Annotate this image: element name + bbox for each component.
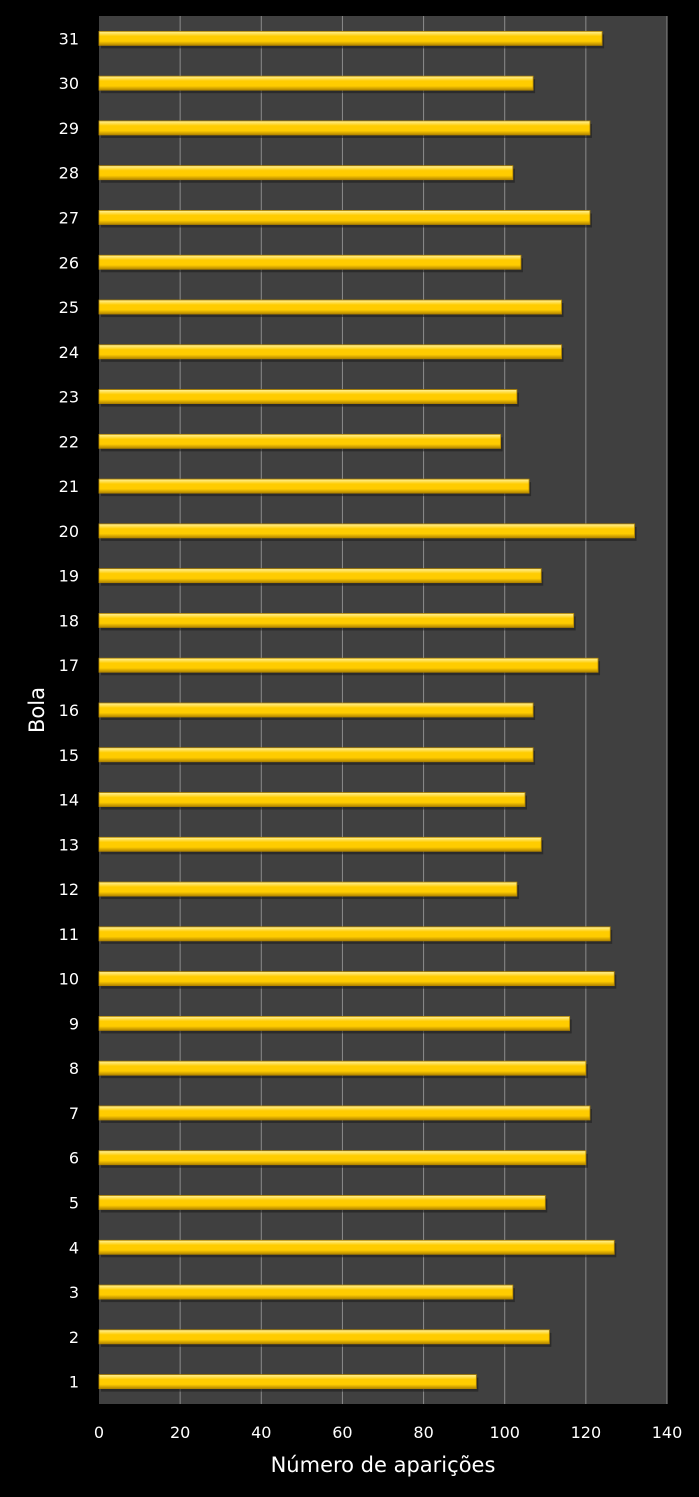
- x-tick-label: 0: [94, 1423, 104, 1442]
- bar-25: [98, 299, 562, 315]
- bar-4: [98, 1239, 615, 1255]
- bar-11: [98, 926, 611, 942]
- y-tick-label: 19: [59, 567, 79, 586]
- x-tick-label: 20: [170, 1423, 190, 1442]
- bar-19: [98, 568, 542, 584]
- bar-5: [98, 1195, 546, 1210]
- y-tick-label: 16: [59, 701, 79, 720]
- y-tick-label: 11: [59, 925, 79, 944]
- x-tick-label: 40: [251, 1423, 271, 1442]
- bar-18: [98, 613, 575, 628]
- y-tick-label: 29: [59, 119, 79, 138]
- bar-21: [98, 478, 530, 494]
- bars: [98, 30, 637, 1392]
- bar-26: [98, 254, 522, 270]
- bar-15: [98, 747, 534, 763]
- y-tick-label: 24: [59, 343, 79, 362]
- y-tick-label: 10: [59, 970, 79, 989]
- y-tick-label: 21: [59, 477, 79, 496]
- bar-8: [98, 1060, 587, 1076]
- y-tick-label: 5: [69, 1194, 79, 1213]
- y-tick-label: 15: [59, 746, 79, 765]
- bar-7: [98, 1105, 591, 1121]
- y-tick-label: 26: [59, 253, 79, 272]
- x-tick-label: 60: [332, 1423, 352, 1442]
- bar-31: [98, 30, 603, 46]
- y-tick-label: 27: [59, 208, 79, 227]
- bar-17: [98, 657, 599, 673]
- y-tick-label: 7: [69, 1104, 79, 1123]
- bar-20: [98, 523, 635, 539]
- y-tick-label: 20: [59, 522, 79, 541]
- y-tick-label: 14: [59, 791, 79, 810]
- y-tick-label: 13: [59, 835, 79, 854]
- bar-2: [98, 1329, 550, 1345]
- x-tick-label: 140: [652, 1423, 683, 1442]
- bar-3: [98, 1284, 514, 1300]
- x-tick-labels: 0 20 40 60 80 100 120 140: [94, 1423, 682, 1442]
- x-tick-label: 80: [413, 1423, 433, 1442]
- y-tick-label: 23: [59, 388, 79, 407]
- bar-12: [98, 881, 518, 897]
- bar-28: [98, 165, 514, 181]
- bar-14: [98, 792, 526, 807]
- y-tick-label: 6: [69, 1149, 79, 1168]
- y-tick-label: 31: [59, 29, 79, 48]
- y-tick-label: 12: [59, 880, 79, 899]
- bar-24: [98, 344, 562, 360]
- y-tick-label: 17: [59, 656, 79, 675]
- bar-29: [98, 120, 591, 136]
- bar-13: [98, 836, 542, 852]
- y-tick-label: 28: [59, 164, 79, 183]
- y-tick-label: 1: [69, 1373, 79, 1392]
- x-tick-label: 100: [489, 1423, 520, 1442]
- y-tick-label: 25: [59, 298, 79, 317]
- y-tick-label: 2: [69, 1328, 79, 1347]
- y-tick-label: 3: [69, 1283, 79, 1302]
- y-tick-label: 9: [69, 1014, 79, 1033]
- y-tick-labels: 1234567891011121314151617181920212223242…: [59, 29, 79, 1391]
- y-tick-label: 22: [59, 432, 79, 451]
- y-tick-label: 30: [59, 74, 79, 93]
- x-tick-label: 120: [571, 1423, 602, 1442]
- y-tick-label: 4: [69, 1238, 79, 1257]
- y-tick-label: 18: [59, 611, 79, 630]
- bar-22: [98, 433, 502, 449]
- bar-30: [98, 75, 534, 91]
- x-axis-title: Número de aparições: [271, 1453, 496, 1477]
- bar-16: [98, 702, 534, 718]
- bar-10: [98, 971, 615, 987]
- bar-27: [98, 210, 591, 225]
- y-axis-title: Bola: [25, 687, 49, 733]
- bar-1: [98, 1374, 477, 1390]
- bar-9: [98, 1016, 571, 1031]
- bar-6: [98, 1150, 587, 1166]
- bar-23: [98, 389, 518, 404]
- y-tick-label: 8: [69, 1059, 79, 1078]
